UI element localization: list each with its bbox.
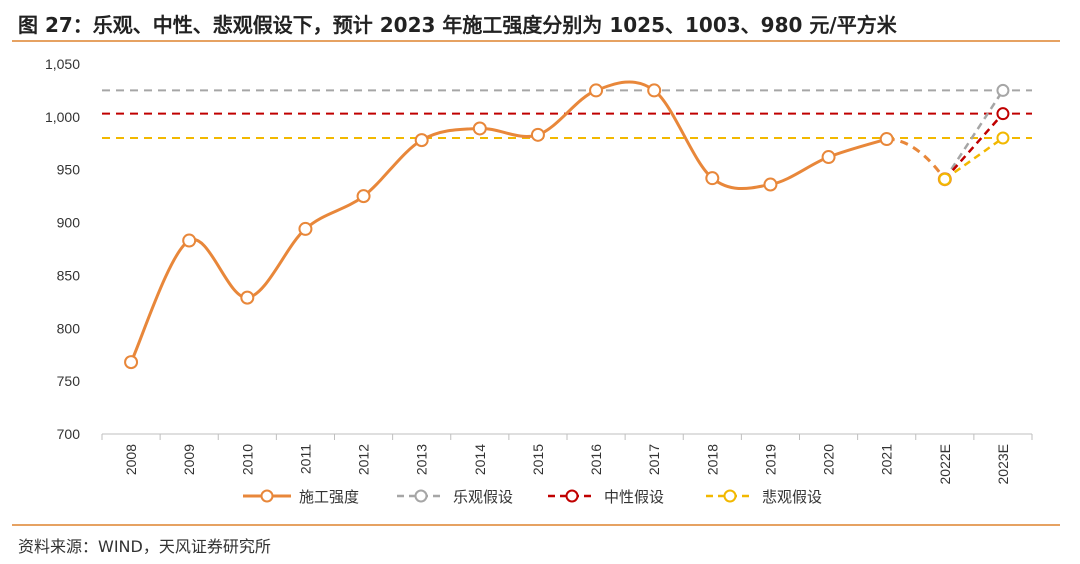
axes: 700 750 800 850 900 950 1,000 1,050 2008 2009 2010… (45, 56, 1033, 484)
line-chart: 700 750 800 850 900 950 1,000 1,050 2008 2009 2010… (45, 56, 1033, 506)
data-point (240, 290, 255, 305)
legend-label: 中性假设 (604, 488, 664, 506)
x-tick-label: 2018 (704, 444, 720, 475)
y-tick-label: 950 (57, 162, 81, 178)
x-tick-label: 2014 (472, 444, 488, 475)
legend-swatch-marker (565, 489, 579, 503)
data-point-overlap (938, 172, 952, 186)
y-tick-label: 1,050 (45, 56, 80, 72)
legend: 施工强度 乐观假设 中性假设 悲观假设 (243, 488, 822, 506)
series-lines (129, 80, 1004, 363)
top-divider (12, 40, 1060, 42)
y-tick-label: 1,000 (45, 109, 80, 125)
chart-title: 图 27：乐观、中性、悲观假设下，预计 2023 年施工强度分别为 1025、1… (18, 13, 897, 37)
legend-swatch-marker (723, 489, 737, 503)
data-point (589, 83, 604, 98)
x-tick-label: 2011 (297, 444, 313, 474)
legend-label: 乐观假设 (453, 488, 513, 506)
y-tick-label: 800 (57, 320, 81, 336)
data-point (124, 355, 139, 370)
x-tick-label: 2008 (123, 444, 139, 475)
x-tick-label: 2013 (414, 444, 430, 475)
data-point (298, 221, 313, 236)
data-point-悲观假设 (996, 131, 1010, 145)
source-note: 资料来源：WIND，天风证券研究所 (18, 537, 271, 556)
bottom-divider (12, 524, 1060, 526)
legend-swatch-marker (260, 489, 274, 503)
data-point (879, 132, 894, 147)
x-tick-label: 2016 (588, 444, 604, 475)
x-tick-label: 2009 (181, 444, 197, 475)
data-point-中性假设 (996, 107, 1010, 121)
x-tick-label: 2019 (762, 444, 778, 475)
series-line-main (129, 80, 888, 363)
x-tick-label: 2021 (879, 444, 895, 475)
x-tick-label: 2023E (995, 444, 1011, 484)
y-tick-label: 750 (57, 373, 81, 389)
x-tick-label: 2015 (530, 444, 546, 475)
legend-label: 施工强度 (299, 488, 359, 506)
scenario-segment-悲观假设 (944, 136, 1004, 181)
x-tick-label: 2022E (937, 444, 953, 484)
data-point (182, 233, 197, 248)
data-point (763, 177, 778, 192)
scenario-segment-中性假设 (943, 112, 1004, 181)
y-tick-label: 850 (57, 267, 81, 283)
x-tick-label: 2010 (239, 444, 255, 475)
data-point (647, 83, 662, 98)
legend-label: 悲观假设 (762, 488, 822, 506)
y-tick-label: 700 (57, 426, 81, 442)
x-tick-label: 2020 (821, 444, 837, 475)
data-point (472, 121, 487, 136)
scenario-segment-乐观假设 (943, 89, 1004, 180)
series-points (124, 83, 1010, 370)
x-tick-label: 2012 (356, 444, 372, 475)
y-tick-label: 900 (57, 215, 81, 231)
data-point (530, 127, 545, 142)
legend-swatch-marker (414, 489, 428, 503)
data-point (356, 189, 371, 204)
data-point-乐观假设 (996, 83, 1010, 97)
series-line-main-projection (886, 137, 947, 181)
data-point (705, 171, 720, 186)
data-point (414, 133, 429, 148)
x-tick-label: 2017 (646, 444, 662, 475)
data-point (821, 150, 836, 165)
